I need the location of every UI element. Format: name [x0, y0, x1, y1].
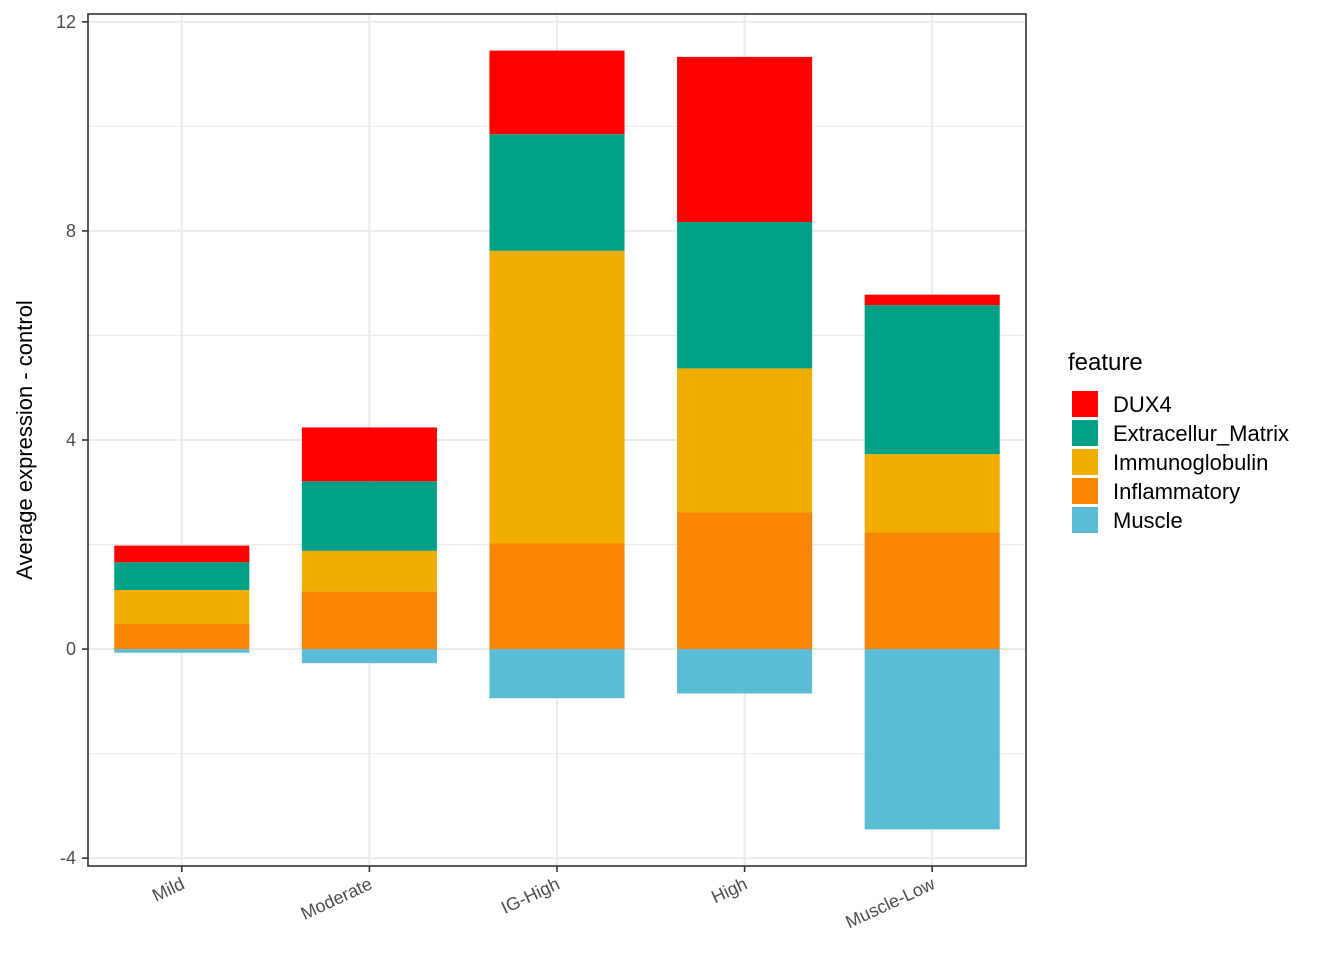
bar-immunoglobulin	[301, 550, 437, 592]
y-tick-label: 8	[66, 221, 76, 241]
bar-inflammatory	[864, 532, 1000, 650]
legend-key-inflammatory	[1072, 478, 1098, 504]
bar-dux4	[864, 294, 1000, 306]
y-tick-label: 12	[56, 12, 76, 32]
bar-inflammatory	[677, 512, 813, 650]
legend: feature DUX4 Extracellur_Matrix Immunoglob…	[1068, 349, 1289, 533]
bar-immunoglobulin	[864, 454, 1000, 533]
bar-inflammatory	[489, 543, 625, 650]
bar-muscle	[677, 649, 813, 694]
bar-dux4	[301, 427, 437, 482]
legend-label-inflammatory: Inflammatory	[1113, 479, 1240, 504]
bar-dux4	[677, 56, 813, 223]
bar-immunoglobulin	[489, 250, 625, 544]
legend-key-dux4	[1072, 391, 1098, 417]
bar-muscle	[489, 649, 625, 699]
bar-extracellur-matrix	[301, 481, 437, 551]
bar-inflammatory	[301, 591, 437, 650]
bar-dux4	[114, 545, 250, 563]
legend-key-immunoglobulin	[1072, 449, 1098, 475]
bar-extracellur-matrix	[677, 222, 813, 369]
bars	[114, 50, 1000, 830]
legend-label-extracellur-matrix: Extracellur_Matrix	[1113, 421, 1289, 446]
y-tick-label: 0	[66, 639, 76, 659]
bar-extracellur-matrix	[864, 305, 1000, 455]
bar-muscle	[864, 649, 1000, 830]
bar-extracellur-matrix	[489, 134, 625, 251]
y-axis-title: Average expression - control	[12, 300, 37, 580]
bar-dux4	[489, 50, 625, 135]
legend-label-dux4: DUX4	[1113, 392, 1172, 417]
legend-label-muscle: Muscle	[1113, 508, 1183, 533]
y-tick-label: -4	[60, 848, 76, 868]
bar-extracellur-matrix	[114, 562, 250, 591]
bar-immunoglobulin	[677, 368, 813, 513]
legend-key-muscle	[1072, 507, 1098, 533]
y-tick-label: 4	[66, 430, 76, 450]
legend-label-immunoglobulin: Immunoglobulin	[1113, 450, 1268, 475]
bar-muscle	[301, 649, 437, 664]
y-axis: -4 0 4 8 12	[56, 12, 88, 868]
bar-inflammatory	[114, 623, 250, 650]
legend-key-extracellur-matrix	[1072, 420, 1098, 446]
legend-title: feature	[1068, 349, 1143, 376]
bar-muscle	[114, 649, 250, 653]
bar-immunoglobulin	[114, 590, 250, 624]
